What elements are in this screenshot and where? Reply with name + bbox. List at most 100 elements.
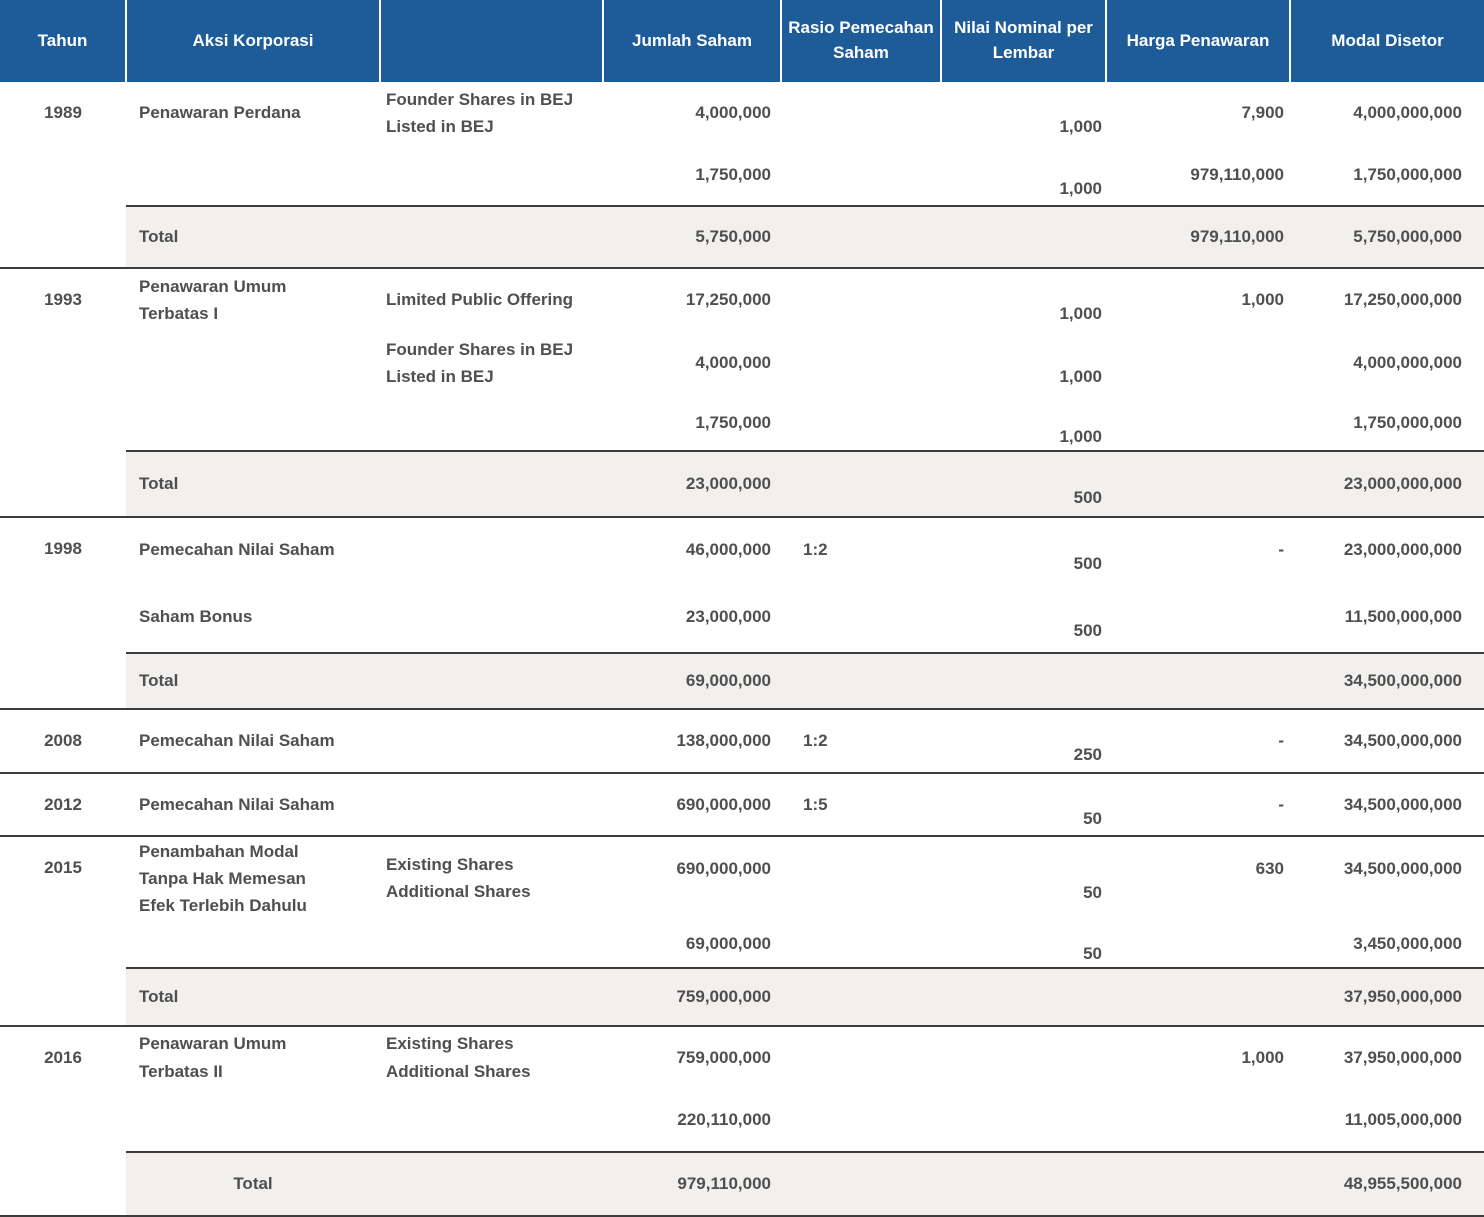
column-header-jumlah-saham: Jumlah Saham xyxy=(603,0,782,82)
nominal-cell: 500 xyxy=(941,450,1106,517)
rasio-cell xyxy=(781,652,941,709)
jumlah-saham-cell: 5,750,000 xyxy=(603,205,781,268)
table-row: 1,750,000 1,000 1,750,000,000 xyxy=(0,395,1484,451)
rasio-cell xyxy=(781,331,941,395)
nominal-value: 50 xyxy=(1083,808,1102,828)
harga-cell xyxy=(1106,1151,1290,1216)
harga-cell: - xyxy=(1278,731,1284,751)
rasio-cell xyxy=(781,1026,941,1088)
description-cell xyxy=(380,1088,603,1152)
modal-cell: 17,250,000,000 xyxy=(1343,290,1462,310)
section-1989: 1989 Penawaran Perdana Founder Shares in… xyxy=(0,82,1484,268)
modal-cell: 1,750,000,000 xyxy=(1353,412,1462,432)
table-row: 1,750,000 1,000 979,110,000 1,750,000,00… xyxy=(0,144,1484,206)
nominal-cell xyxy=(941,205,1106,268)
description-cell xyxy=(380,1151,603,1216)
nominal-value: 250 xyxy=(1073,745,1102,765)
description-cell xyxy=(380,920,603,968)
nominal-value: 1,000 xyxy=(1059,178,1102,198)
description-cell xyxy=(380,581,603,653)
nominal-cell: 250 xyxy=(941,709,1106,773)
year-cell xyxy=(0,1152,126,1216)
nominal-cell: 1,000 xyxy=(941,144,1106,206)
nominal-cell: 50 xyxy=(941,773,1106,836)
section-1998: 1998 Pemecahan Nilai Saham 46,000,000 1:… xyxy=(0,517,1484,709)
harga-cell xyxy=(1106,1088,1290,1152)
rasio-cell: 1:2 xyxy=(803,539,828,559)
modal-cell: 34,500,000,000 xyxy=(1343,794,1462,814)
description-cell: Founder Shares in BEJ Listed in BEJ xyxy=(386,339,574,386)
harga-cell: 1,000 xyxy=(1241,1047,1284,1067)
section-2012: 2012 Pemecahan Nilai Saham 690,000,000 1… xyxy=(0,773,1484,836)
harga-cell xyxy=(1106,581,1290,653)
table-row: 1993 Penawaran Umum Terbatas I Limited P… xyxy=(0,268,1484,331)
jumlah-saham-cell: 46,000,000 xyxy=(685,539,771,559)
action-cell: Pemecahan Nilai Saham xyxy=(139,731,335,751)
total-row: Total 5,750,000 979,110,000 5,750,000,00… xyxy=(0,205,1484,268)
column-header-harga-penawaran: Harga Penawaran xyxy=(1106,0,1291,82)
jumlah-saham-cell: 4,000,000 xyxy=(695,353,771,373)
table-row: 220,110,000 11,005,000,000 xyxy=(0,1088,1484,1152)
jumlah-saham-cell: 759,000,000 xyxy=(603,967,781,1026)
harga-cell: 7,900 xyxy=(1241,103,1284,123)
modal-cell: 11,500,000,000 xyxy=(1344,606,1462,626)
modal-cell: 4,000,000,000 xyxy=(1353,353,1462,373)
header-row: Tahun Aksi Korporasi Jumlah Saham Rasio … xyxy=(0,0,1484,82)
year-cell: 1998 xyxy=(44,539,82,558)
table-row: 2012 Pemecahan Nilai Saham 690,000,000 1… xyxy=(0,773,1484,836)
section-2015: 2015 Penambahan Modal Tanpa Hak Memesan … xyxy=(0,836,1484,1026)
total-label: Total xyxy=(126,450,380,517)
year-cell xyxy=(0,653,126,709)
action-cell xyxy=(126,331,380,395)
column-header-nilai-nominal: Nilai Nominal per Lembar xyxy=(941,0,1107,82)
nominal-cell: 500 xyxy=(941,517,1106,581)
description-cell xyxy=(380,205,603,268)
harga-cell xyxy=(1106,331,1290,395)
rasio-cell: 1:2 xyxy=(803,731,828,751)
description-cell: Limited Public Offering xyxy=(386,290,574,310)
jumlah-saham-cell: 138,000,000 xyxy=(676,731,771,751)
action-cell: Penawaran Umum Terbatas II xyxy=(139,1034,287,1081)
table-row: 69,000,000 50 3,450,000,000 xyxy=(0,920,1484,968)
description-cell xyxy=(380,709,603,773)
column-header-rasio-pemecahan-saham: Rasio Pemecahan Saham xyxy=(781,0,942,82)
jumlah-saham-cell: 1,750,000 xyxy=(695,412,771,432)
modal-cell: 11,005,000,000 xyxy=(1344,1109,1462,1129)
rasio-cell xyxy=(781,581,941,653)
modal-cell: 48,955,500,000 xyxy=(1290,1151,1484,1216)
action-cell: Pemecahan Nilai Saham xyxy=(139,539,335,559)
modal-cell: 34,500,000,000 xyxy=(1343,859,1462,878)
table-row: Founder Shares in BEJ Listed in BEJ 4,00… xyxy=(0,331,1484,395)
action-cell: Pemecahan Nilai Saham xyxy=(139,794,335,814)
table-row: 1998 Pemecahan Nilai Saham 46,000,000 1:… xyxy=(0,517,1484,581)
total-label: Total xyxy=(126,205,380,268)
action-cell: Penawaran Umum Terbatas I xyxy=(139,276,287,323)
nominal-value: 1,000 xyxy=(1059,304,1102,324)
nominal-value: 500 xyxy=(1073,488,1102,508)
rasio-cell xyxy=(781,1088,941,1152)
rasio-cell xyxy=(781,82,941,144)
nominal-value: 500 xyxy=(1073,620,1102,640)
jumlah-saham-cell: 69,000,000 xyxy=(685,933,771,953)
total-label: Total xyxy=(126,967,380,1026)
rasio-cell xyxy=(781,1151,941,1216)
table-row: 2008 Pemecahan Nilai Saham 138,000,000 1… xyxy=(0,709,1484,773)
rasio-cell xyxy=(781,920,941,968)
nominal-cell xyxy=(941,967,1106,1026)
jumlah-saham-cell: 690,000,000 xyxy=(676,859,771,878)
action-cell: Saham Bonus xyxy=(139,606,253,626)
grand-total-row: Total 979,110,000 48,955,500,000 xyxy=(0,1151,1484,1216)
jumlah-saham-cell: 69,000,000 xyxy=(603,652,781,709)
table-row: 2015 Penambahan Modal Tanpa Hak Memesan … xyxy=(0,836,1484,920)
description-cell: Existing Shares Additional Shares xyxy=(386,1034,531,1081)
nominal-value: 1,000 xyxy=(1059,117,1102,137)
action-cell xyxy=(126,144,380,206)
nominal-cell: 1,000 xyxy=(941,268,1106,331)
jumlah-saham-cell: 690,000,000 xyxy=(676,794,771,814)
column-header-modal-disetor: Modal Disetor xyxy=(1290,0,1484,82)
section-2016: 2016 Penawaran Umum Terbatas II Existing… xyxy=(0,1026,1484,1216)
action-cell xyxy=(126,395,380,451)
modal-cell: 1,750,000,000 xyxy=(1353,164,1462,184)
